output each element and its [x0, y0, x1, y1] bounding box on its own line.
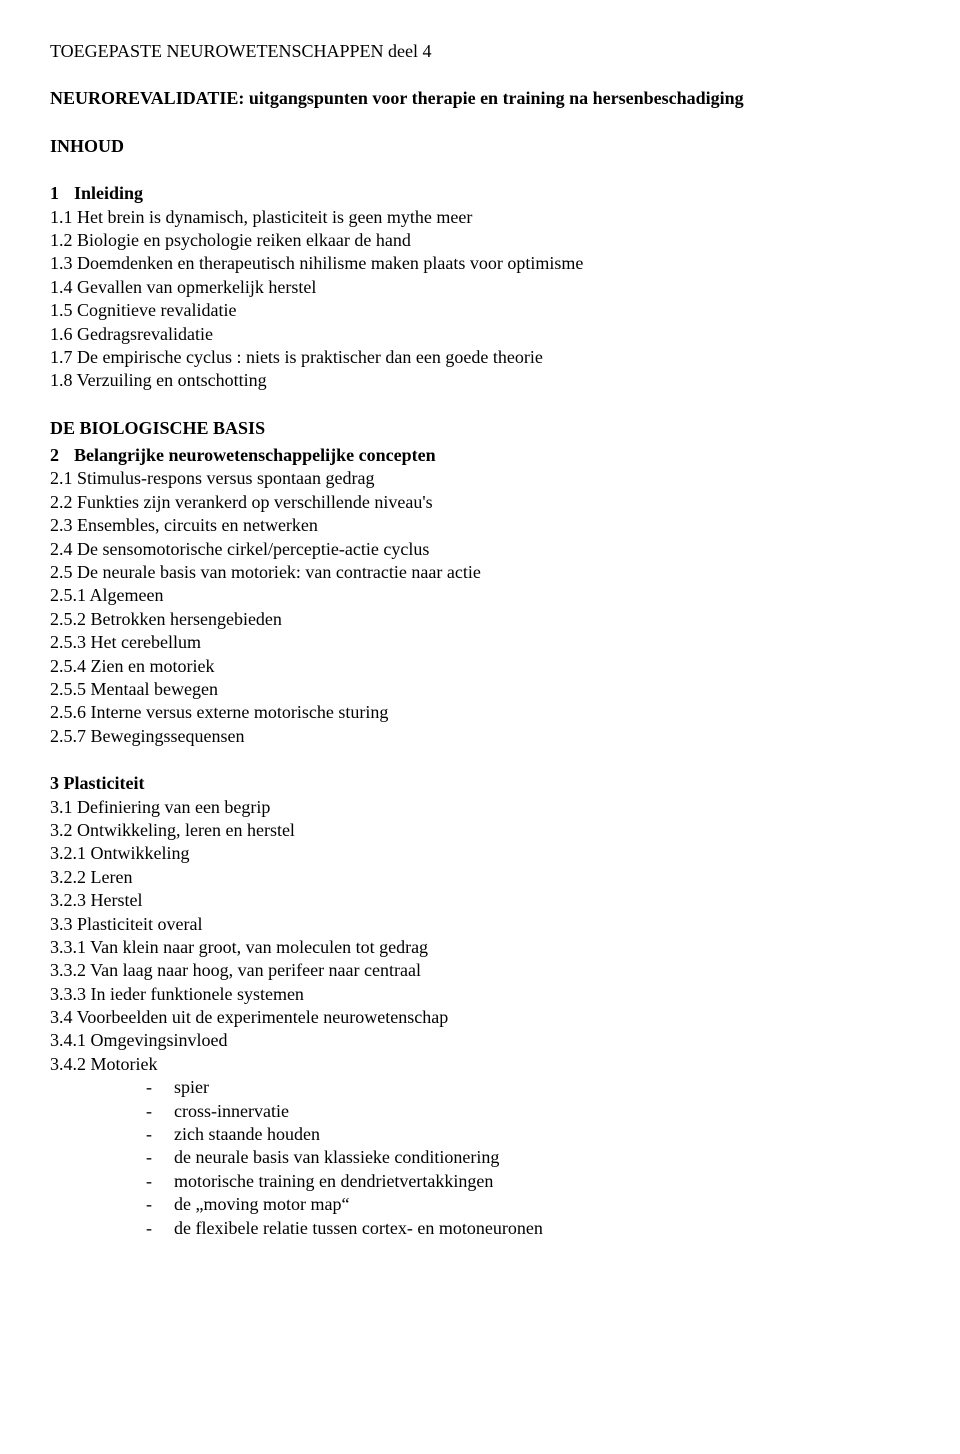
toc-subitem: 3.3.1 Van klein naar groot, van molecule…	[50, 936, 910, 959]
toc-subitem: 2.5.2 Betrokken hersengebieden	[50, 608, 910, 631]
dash-item: spier	[146, 1076, 910, 1099]
toc-item: 1.8 Verzuiling en ontschotting	[50, 369, 910, 392]
dash-item: cross-innervatie	[146, 1100, 910, 1123]
toc-item: 2.4 De sensomotorische cirkel/perceptie-…	[50, 538, 910, 561]
toc-item: 1.1 Het brein is dynamisch, plasticiteit…	[50, 206, 910, 229]
toc-subitem: 2.5.5 Mentaal bewegen	[50, 678, 910, 701]
toc-item: 2.3 Ensembles, circuits en netwerken	[50, 514, 910, 537]
toc-subitem: 2.5.3 Het cerebellum	[50, 631, 910, 654]
toc-item: 3.4 Voorbeelden uit de experimentele neu…	[50, 1006, 910, 1029]
dash-item: de neurale basis van klassieke condition…	[146, 1146, 910, 1169]
toc-subitem: 3.3.2 Van laag naar hoog, van perifeer n…	[50, 959, 910, 982]
toc-item: 1.5 Cognitieve revalidatie	[50, 299, 910, 322]
toc-subitem: 3.2.2 Leren	[50, 866, 910, 889]
section-2: 2 Belangrijke neurowetenschappelijke con…	[50, 444, 910, 748]
dash-item: zich staande houden	[146, 1123, 910, 1146]
section-3-title: 3 Plasticiteit	[50, 772, 910, 795]
dash-item: de „moving motor map“	[146, 1193, 910, 1216]
bio-basis-heading: DE BIOLOGISCHE BASIS	[50, 417, 910, 440]
toc-subitem: 2.5.4 Zien en motoriek	[50, 655, 910, 678]
toc-subitem: 3.4.1 Omgevingsinvloed	[50, 1029, 910, 1052]
doc-title: TOEGEPASTE NEUROWETENSCHAPPEN deel 4	[50, 40, 910, 63]
section-1-title: Inleiding	[74, 182, 143, 205]
doc-subtitle: NEUROREVALIDATIE: uitgangspunten voor th…	[50, 87, 910, 110]
toc-item: 1.2 Biologie en psychologie reiken elkaa…	[50, 229, 910, 252]
toc-subitem: 2.5.7 Bewegingssequensen	[50, 725, 910, 748]
dash-list: spier cross-innervatie zich staande houd…	[50, 1076, 910, 1240]
section-2-number: 2	[50, 444, 64, 467]
toc-item: 1.4 Gevallen van opmerkelijk herstel	[50, 276, 910, 299]
dash-item: de flexibele relatie tussen cortex- en m…	[146, 1217, 910, 1240]
inhoud-heading: INHOUD	[50, 135, 910, 158]
toc-item: 3.1 Definiering van een begrip	[50, 796, 910, 819]
toc-item: 1.7 De empirische cyclus : niets is prak…	[50, 346, 910, 369]
toc-subitem: 3.3.3 In ieder funktionele systemen	[50, 983, 910, 1006]
toc-subitem: 3.4.2 Motoriek	[50, 1053, 910, 1076]
toc-item: 1.6 Gedragsrevalidatie	[50, 323, 910, 346]
toc-item: 3.3 Plasticiteit overal	[50, 913, 910, 936]
toc-subitem: 3.2.1 Ontwikkeling	[50, 842, 910, 865]
section-1-number: 1	[50, 182, 64, 205]
toc-item: 1.3 Doemdenken en therapeutisch nihilism…	[50, 252, 910, 275]
toc-subitem: 3.2.3 Herstel	[50, 889, 910, 912]
toc-item: 2.2 Funkties zijn verankerd op verschill…	[50, 491, 910, 514]
toc-item: 2.1 Stimulus-respons versus spontaan ged…	[50, 467, 910, 490]
toc-item: 3.2 Ontwikkeling, leren en herstel	[50, 819, 910, 842]
toc-subitem: 2.5.1 Algemeen	[50, 584, 910, 607]
section-1: 1 Inleiding 1.1 Het brein is dynamisch, …	[50, 182, 910, 393]
section-2-title: Belangrijke neurowetenschappelijke conce…	[74, 444, 436, 467]
section-3: 3 Plasticiteit 3.1 Definiering van een b…	[50, 772, 910, 1240]
toc-subitem: 2.5.6 Interne versus externe motorische …	[50, 701, 910, 724]
toc-item: 2.5 De neurale basis van motoriek: van c…	[50, 561, 910, 584]
dash-item: motorische training en dendrietvertakkin…	[146, 1170, 910, 1193]
